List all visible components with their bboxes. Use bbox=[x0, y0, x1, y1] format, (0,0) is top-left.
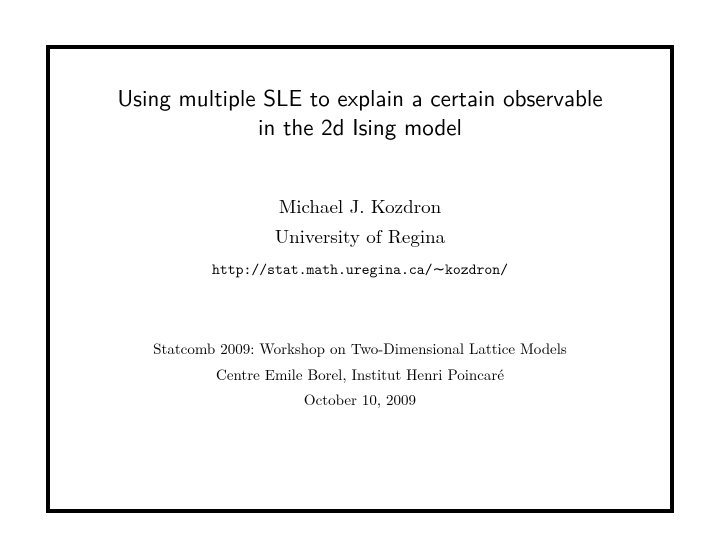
tilde-icon: ∼ bbox=[432, 262, 445, 278]
url-prefix: http://stat.math.uregina.ca/ bbox=[212, 259, 433, 279]
title-line-2: in the 2d Ising model bbox=[258, 109, 462, 143]
url-suffix: kozdron/ bbox=[445, 259, 508, 279]
slide-date: October 10, 2009 bbox=[78, 388, 642, 411]
slide-frame: Using multiple SLE to explain a certain … bbox=[46, 45, 674, 513]
author-name: Michael J. Kozdron bbox=[78, 192, 642, 220]
title-line-1: Using multiple SLE to explain a certain … bbox=[117, 80, 602, 114]
venue-name: Centre Emile Borel, Institut Henri Poinc… bbox=[78, 363, 642, 386]
author-affiliation: University of Regina bbox=[78, 222, 642, 250]
event-name: Statcomb 2009: Workshop on Two-Dimension… bbox=[78, 337, 642, 360]
slide-title: Using multiple SLE to explain a certain … bbox=[78, 83, 642, 143]
author-url: http://stat.math.uregina.ca/∼kozdron/ bbox=[78, 259, 642, 279]
